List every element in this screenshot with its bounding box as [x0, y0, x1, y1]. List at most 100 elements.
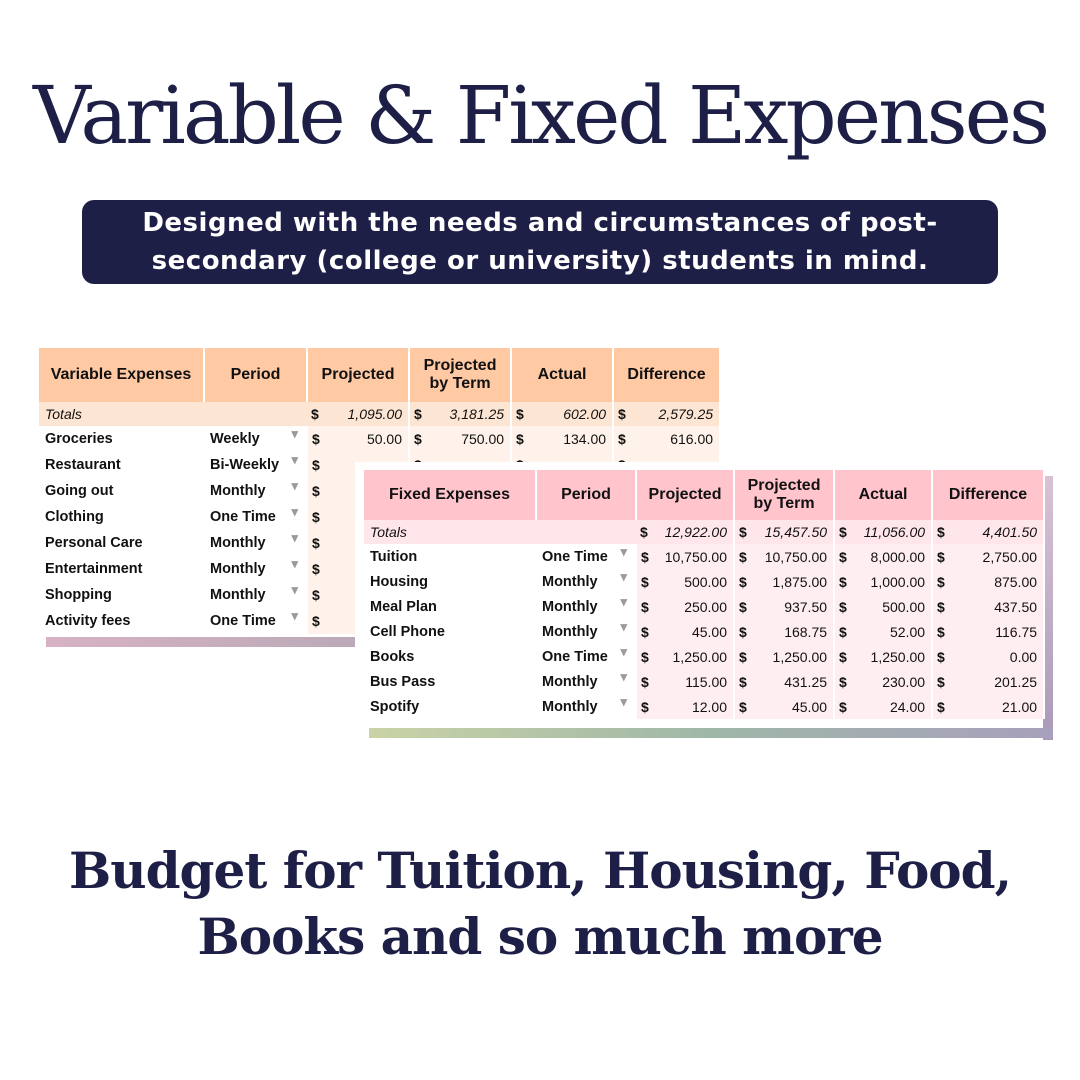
- fixed-expenses-panel: Fixed Expenses Period Projected Projecte…: [355, 462, 1053, 740]
- period-dropdown[interactable]: Monthly: [536, 594, 637, 619]
- dollar-sign: $: [636, 594, 652, 619]
- period-dropdown[interactable]: Monthly: [536, 694, 637, 719]
- dollar-sign: $: [932, 520, 949, 544]
- difference-header: Difference: [932, 470, 1046, 520]
- expense-name: Going out: [39, 478, 204, 504]
- period-dropdown[interactable]: One Time: [536, 544, 637, 569]
- expense-name: Groceries: [39, 426, 204, 452]
- by-term-cell[interactable]: 10,750.00: [750, 544, 836, 569]
- dollar-sign: $: [932, 544, 949, 569]
- actual-cell[interactable]: 8,000.00: [850, 544, 934, 569]
- projected-cell[interactable]: 12.00: [652, 694, 736, 719]
- expense-name: Spotify: [364, 694, 536, 719]
- difference-cell[interactable]: 201.25: [948, 669, 1046, 694]
- actual-cell[interactable]: 230.00: [850, 669, 934, 694]
- dollar-sign: $: [307, 426, 323, 452]
- expense-name: Bus Pass: [364, 669, 536, 694]
- expense-row: Meal PlanMonthly$250.00$937.50$500.00$43…: [364, 594, 1046, 619]
- expense-name: Clothing: [39, 504, 204, 530]
- subtitle-banner: Designed with the needs and circumstance…: [82, 200, 998, 284]
- actual-cell[interactable]: 52.00: [850, 619, 934, 644]
- expense-name: Personal Care: [39, 530, 204, 556]
- dollar-sign: $: [734, 544, 751, 569]
- subtitle-line-1: Designed with the needs and circumstance…: [142, 208, 938, 238]
- difference-header: Difference: [613, 348, 722, 402]
- expense-row: Bus PassMonthly$115.00$431.25$230.00$201…: [364, 669, 1046, 694]
- projected-cell[interactable]: 115.00: [652, 669, 736, 694]
- by-term-cell[interactable]: 750.00: [425, 426, 513, 452]
- actual-cell[interactable]: 24.00: [850, 694, 934, 719]
- variable-expenses-header: Variable Expenses: [39, 348, 205, 402]
- dollar-sign: $: [613, 426, 630, 452]
- dollar-sign: $: [734, 644, 751, 669]
- dollar-sign: $: [932, 669, 949, 694]
- expense-name: Restaurant: [39, 452, 204, 478]
- dollar-sign: $: [511, 426, 528, 452]
- period-dropdown[interactable]: Bi-Weekly: [204, 452, 308, 478]
- dollar-sign: $: [734, 694, 751, 719]
- projected-cell[interactable]: 10,750.00: [652, 544, 736, 569]
- expense-name: Activity fees: [39, 608, 204, 634]
- period-dropdown[interactable]: Monthly: [536, 569, 637, 594]
- dollar-sign: $: [932, 594, 949, 619]
- dollar-sign: $: [834, 644, 851, 669]
- variable-header-row: Variable Expenses Period Projected Proje…: [39, 348, 722, 402]
- totals-period-cell: [204, 402, 307, 426]
- projected-cell[interactable]: 45.00: [652, 619, 736, 644]
- period-dropdown[interactable]: One Time: [536, 644, 637, 669]
- by-term-cell[interactable]: 1,875.00: [750, 569, 836, 594]
- dollar-sign: $: [636, 694, 652, 719]
- totals-label: Totals: [39, 402, 204, 426]
- projected-cell[interactable]: 1,250.00: [652, 644, 736, 669]
- projected-by-term-header-line-2: by Term: [429, 375, 491, 392]
- dollar-sign: $: [932, 694, 949, 719]
- page-title: Variable & Fixed Expenses: [32, 69, 1050, 162]
- period-dropdown[interactable]: Monthly: [204, 582, 308, 608]
- dollar-sign: $: [511, 402, 528, 426]
- actual-cell[interactable]: 134.00: [527, 426, 615, 452]
- by-term-cell[interactable]: 45.00: [750, 694, 836, 719]
- by-term-cell[interactable]: 431.25: [750, 669, 836, 694]
- projected-cell[interactable]: 50.00: [323, 426, 411, 452]
- period-dropdown[interactable]: Monthly: [204, 478, 308, 504]
- actual-cell[interactable]: 1,250.00: [850, 644, 934, 669]
- difference-cell[interactable]: 21.00: [948, 694, 1046, 719]
- projected-cell[interactable]: 250.00: [652, 594, 736, 619]
- dollar-sign: $: [734, 569, 751, 594]
- expense-row: Cell PhoneMonthly$45.00$168.75$52.00$116…: [364, 619, 1046, 644]
- totals-row: Totals $12,922.00 $15,457.50 $11,056.00 $4,4…: [364, 520, 1046, 544]
- totals-difference-cell: 4,401.50: [948, 520, 1046, 544]
- expense-row: GroceriesWeekly$50.00$750.00$134.00$616.…: [39, 426, 722, 452]
- actual-cell[interactable]: 500.00: [850, 594, 934, 619]
- period-dropdown[interactable]: Monthly: [536, 619, 637, 644]
- dollar-sign: $: [734, 520, 751, 544]
- dollar-sign: $: [636, 569, 652, 594]
- projected-by-term-header-line-1: Projected: [423, 357, 497, 374]
- period-dropdown[interactable]: One Time: [204, 504, 308, 530]
- by-term-cell[interactable]: 1,250.00: [750, 644, 836, 669]
- period-dropdown[interactable]: Monthly: [204, 530, 308, 556]
- difference-cell[interactable]: 116.75: [948, 619, 1046, 644]
- difference-cell[interactable]: 0.00: [948, 644, 1046, 669]
- projected-cell[interactable]: 500.00: [652, 569, 736, 594]
- fixed-expenses-header: Fixed Expenses: [364, 470, 537, 520]
- difference-cell[interactable]: 437.50: [948, 594, 1046, 619]
- dollar-sign: $: [834, 594, 851, 619]
- fixed-header-row: Fixed Expenses Period Projected Projecte…: [364, 470, 1046, 520]
- by-term-cell[interactable]: 937.50: [750, 594, 836, 619]
- period-dropdown[interactable]: Weekly: [204, 426, 308, 452]
- actual-cell[interactable]: 1,000.00: [850, 569, 934, 594]
- period-dropdown[interactable]: Monthly: [204, 556, 308, 582]
- projected-header: Projected: [307, 348, 411, 402]
- dollar-sign: $: [636, 669, 652, 694]
- period-dropdown[interactable]: One Time: [204, 608, 308, 634]
- by-term-cell[interactable]: 168.75: [750, 619, 836, 644]
- difference-cell[interactable]: 616.00: [629, 426, 722, 452]
- dollar-sign: $: [307, 478, 323, 504]
- difference-cell[interactable]: 2,750.00: [948, 544, 1046, 569]
- totals-actual-cell: 602.00: [527, 402, 615, 426]
- period-dropdown[interactable]: Monthly: [536, 669, 637, 694]
- dollar-sign: $: [734, 669, 751, 694]
- totals-row: Totals $1,095.00 $3,181.25 $602.00 $2,579.25: [39, 402, 722, 426]
- difference-cell[interactable]: 875.00: [948, 569, 1046, 594]
